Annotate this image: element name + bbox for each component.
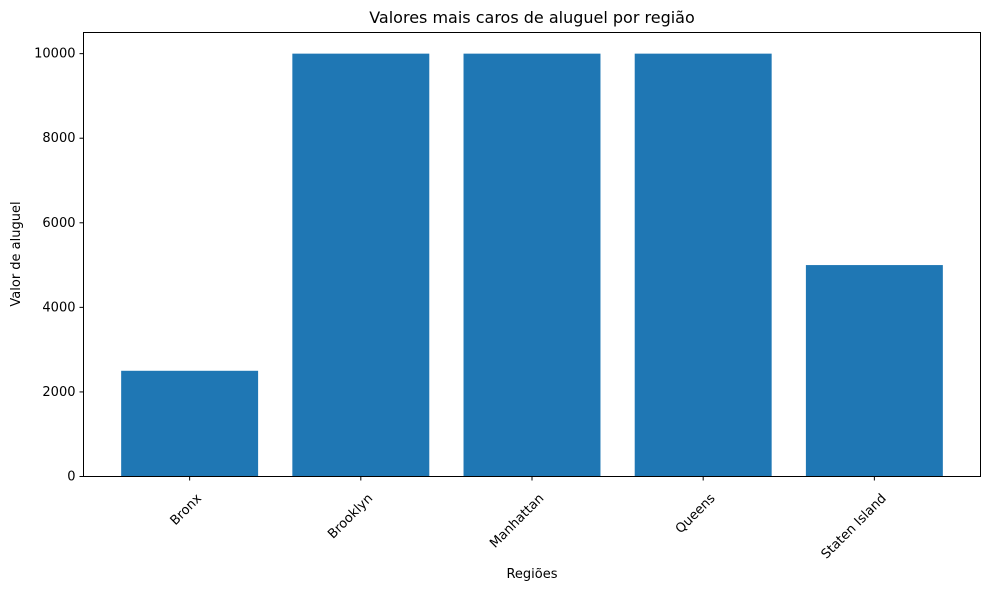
y-tick-label-0: 0 bbox=[67, 470, 75, 485]
bars-layer bbox=[121, 53, 943, 477]
x-tick-label-1: Brooklyn bbox=[325, 491, 376, 542]
bar-manhattan bbox=[463, 53, 601, 477]
bar-brooklyn bbox=[292, 53, 430, 477]
y-tick-label-5: 10000 bbox=[34, 47, 75, 62]
x-tick-label-0: Bronx bbox=[168, 491, 206, 529]
x-axis: Bronx Brooklyn Manhattan Queens Staten Islan… bbox=[168, 476, 890, 562]
bar-bronx bbox=[121, 370, 259, 477]
x-tick-label-4: Staten Island bbox=[819, 491, 890, 562]
x-axis-label: Regiões bbox=[506, 567, 557, 582]
bar-queens bbox=[634, 53, 772, 477]
y-axis: 0 2000 4000 6000 8000 10000 bbox=[34, 47, 84, 485]
y-axis-label: Valor de aluguel bbox=[9, 201, 24, 306]
y-tick-label-2: 4000 bbox=[42, 300, 75, 315]
y-tick-label-1: 2000 bbox=[42, 385, 75, 400]
y-tick-label-3: 6000 bbox=[42, 216, 75, 231]
x-tick-label-2: Manhattan bbox=[487, 491, 547, 551]
bar-staten-island bbox=[805, 265, 943, 477]
plot-frame bbox=[83, 32, 981, 477]
y-tick-label-4: 8000 bbox=[42, 131, 75, 146]
x-tick-label-3: Queens bbox=[673, 491, 719, 537]
chart-title: Valores mais caros de aluguel por região bbox=[369, 8, 695, 27]
